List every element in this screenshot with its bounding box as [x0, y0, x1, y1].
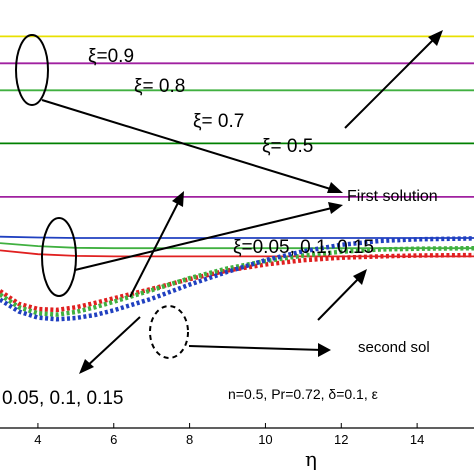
series-line-first-5 [0, 235, 474, 239]
x-tick-label: 12 [334, 432, 348, 447]
series-layer [0, 35, 474, 322]
x-tick-label: 10 [258, 432, 272, 447]
x-tick-label: 6 [110, 432, 117, 447]
arrow-small-xi-to-first-solution-head [328, 202, 343, 214]
annotation-second-solution: second sol [358, 339, 430, 356]
annotation-params: n=0.5, Pr=0.72, δ=0.1, ε [228, 386, 378, 402]
arrow-to-second-solution-head [318, 343, 331, 357]
arrow-small-xi-to-first-solution [74, 206, 337, 271]
series-line-first-7 [0, 249, 474, 258]
x-axis-label: η [305, 447, 317, 471]
arrow-ellipse-to-first-solution-head [327, 182, 343, 193]
annotation-xi-small-second: 0.05, 0.1, 0.15 [2, 388, 124, 409]
arrow-up-from-lines [129, 198, 181, 298]
arrow-xi05-up [344, 35, 438, 129]
second-solution-ellipse [149, 305, 189, 359]
annotation-xi-09: ξ=0.9 [88, 46, 134, 67]
axis-layer: 4 6 8 10 12 14 η [0, 423, 474, 471]
annotation-xi-small: ξ=0.05, 0.1, 0.15 [233, 237, 374, 258]
x-tick-label: 14 [410, 432, 424, 447]
series-line-second-8 [0, 252, 474, 313]
series-line-first-6 [0, 242, 474, 250]
arrow-to-second-solution [188, 345, 324, 351]
first-solution-group-ellipse [15, 34, 49, 106]
arrow-xi05-up-head [428, 30, 443, 46]
series-line-second-9 [0, 245, 474, 317]
arrow-up-right-to-curves-head [353, 269, 367, 285]
annotation-xi-07: ξ= 0.7 [193, 111, 244, 132]
arrow-up-from-lines-head [172, 191, 184, 207]
annotation-xi-08: ξ= 0.8 [134, 76, 185, 97]
arrow-up-right-to-curves [317, 275, 362, 321]
arrow-ellipse-to-first-solution [41, 99, 338, 192]
arrow-down-to-lower-label-head [79, 359, 94, 374]
x-tick-label: 8 [186, 432, 193, 447]
series-line-second-10 [0, 236, 474, 322]
small-xi-group-ellipse [41, 217, 77, 297]
arrow-down-to-lower-label [84, 316, 141, 369]
annotation-first-solution: First solution [347, 188, 438, 205]
annotation-xi-05: ξ= 0.5 [262, 136, 313, 157]
overlay-layer [15, 30, 443, 374]
x-tick-label: 4 [34, 432, 41, 447]
annotation-layer: ξ=0.9 ξ= 0.8 ξ= 0.7 ξ= 0.5 First solutio… [2, 46, 438, 409]
